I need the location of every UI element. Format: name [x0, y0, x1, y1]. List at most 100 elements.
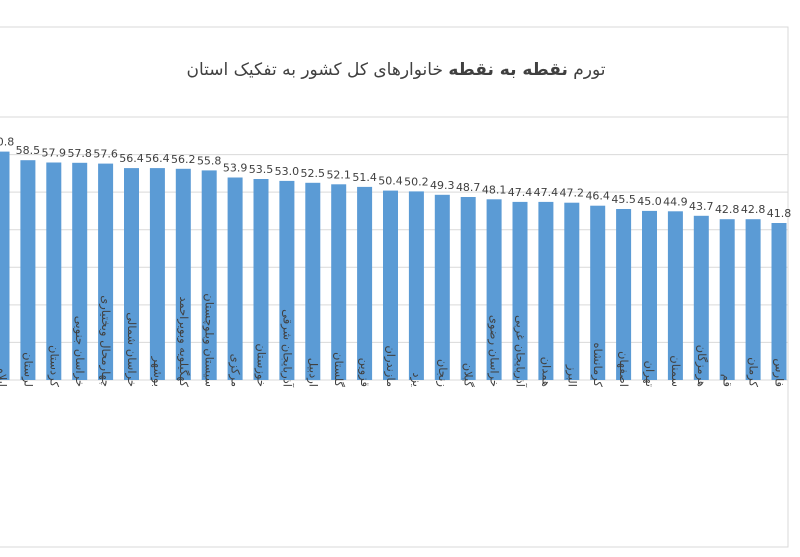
bar-value-label: 47.4	[508, 186, 533, 199]
bar	[667, 211, 683, 380]
bar	[305, 182, 321, 381]
bar-value-label: 53.5	[249, 163, 274, 176]
bar	[124, 168, 139, 380]
category-label: گیلان	[462, 363, 476, 388]
bar	[357, 186, 373, 380]
bar-value-label: 57.9	[42, 147, 67, 160]
bar	[149, 168, 165, 380]
category-label: اصفهان	[617, 351, 631, 387]
bar	[98, 163, 114, 380]
bar-value-label: 58.5	[16, 144, 41, 157]
bar-value-label: 57.8	[67, 147, 92, 160]
bar	[460, 197, 476, 380]
bar-value-label: 48.1	[482, 183, 507, 196]
chart-title: تورم نقطه به نقطه خانوارهای کل کشور به ت…	[186, 60, 605, 80]
bar-value-label: 45.0	[637, 195, 662, 208]
category-label: یزد	[409, 372, 424, 387]
bar-value-label: 57.6	[93, 148, 118, 161]
bar	[201, 170, 217, 380]
category-label: البرز	[564, 364, 579, 387]
bar-value-label: 53.9	[223, 162, 248, 175]
bar	[538, 201, 554, 380]
bar	[331, 184, 347, 380]
bar	[564, 202, 580, 380]
bar	[486, 199, 502, 380]
category-label: مرکزی	[228, 354, 243, 387]
bar	[771, 223, 787, 380]
category-labels: ایلام لرستان کردستان خراسان جنوبی چهارمحال و…	[0, 293, 787, 388]
bar	[0, 151, 10, 380]
bar-value-label: 42.8	[715, 203, 740, 216]
bar-value-label: 52.1	[326, 168, 351, 181]
category-label: کرمانشاه	[590, 343, 605, 388]
bar-value-label: 50.4	[378, 175, 403, 188]
category-label: آذربایجان شرقی	[279, 309, 294, 388]
bar	[693, 215, 709, 380]
bar	[512, 201, 528, 380]
bar-value-label: 60.8	[0, 136, 14, 149]
chart-title-rest: خانوارهای کل کشور به تفکیک استان	[186, 60, 443, 80]
bar	[72, 162, 88, 380]
bar	[227, 177, 243, 380]
bar	[279, 180, 295, 380]
chart-title-prefix: تورم	[573, 60, 606, 80]
bar	[408, 191, 424, 380]
category-label: زنجان	[435, 359, 450, 387]
category-label: خراسان جنوبی	[72, 316, 87, 387]
category-label: ایلام	[0, 367, 10, 387]
category-label: اردبیل	[305, 358, 320, 387]
category-label: هرمزگان	[694, 345, 709, 387]
bar-value-label: 43.7	[689, 200, 714, 213]
bar-value-label: 47.2	[560, 187, 585, 200]
category-label: سیستان وبلوچستان	[202, 293, 217, 387]
category-label: همدان	[539, 357, 553, 387]
category-label: سمنان	[669, 355, 683, 387]
bar-value-label: 42.8	[741, 203, 766, 216]
category-label: چهارمحال وبختیاری	[98, 295, 113, 387]
bar-value-label: 45.5	[611, 193, 636, 206]
bar-value-label: 56.4	[145, 152, 170, 165]
value-labels: 60.858.557.957.857.656.456.456.255.853.9…	[0, 136, 791, 220]
category-label: فارس	[772, 358, 787, 387]
bar	[590, 205, 606, 380]
category-label: قم	[721, 374, 735, 387]
bar	[175, 168, 191, 380]
bar-value-label: 56.2	[171, 153, 196, 166]
bars	[0, 151, 787, 381]
bar-value-label: 44.9	[663, 195, 688, 208]
category-label: بوشهر	[150, 356, 165, 387]
category-label: کردستان	[46, 345, 61, 388]
category-label: لرستان	[20, 352, 35, 387]
bar	[20, 160, 36, 380]
category-label: قزوین	[357, 358, 372, 387]
bar	[745, 219, 761, 380]
chart-title-emphasis: نقطه به نقطه	[448, 60, 568, 80]
bar-value-label: 49.3	[430, 179, 455, 192]
bar-value-label: 55.8	[197, 154, 222, 167]
bar-value-label: 53.0	[275, 165, 300, 178]
bar	[434, 194, 450, 380]
category-label: گلستان	[332, 352, 346, 387]
bar	[46, 162, 62, 380]
category-label: خراسان شمالی	[124, 312, 139, 387]
bar	[383, 190, 398, 380]
bar-value-label: 52.5	[301, 167, 326, 180]
category-label: آذربایجان غربی	[513, 315, 528, 388]
bar-value-label: 48.7	[456, 181, 481, 194]
category-label: مازندران	[383, 345, 398, 387]
category-label: کرمان	[746, 357, 761, 387]
category-label: تهران	[642, 361, 657, 388]
bar	[616, 209, 632, 380]
bar-value-label: 47.4	[534, 186, 559, 199]
category-label: کهگیلویه وبویراحمد	[176, 296, 191, 387]
bar-value-label: 56.4	[119, 152, 144, 165]
category-label: خراسان رضوی	[487, 315, 502, 387]
bar	[642, 210, 657, 380]
bar	[253, 179, 269, 380]
bar-value-label: 50.2	[404, 175, 429, 188]
bar-value-label: 46.4	[585, 190, 610, 203]
category-label: خوزستان	[254, 343, 269, 387]
bar-value-label: 41.8	[767, 207, 792, 220]
bar	[719, 219, 735, 380]
